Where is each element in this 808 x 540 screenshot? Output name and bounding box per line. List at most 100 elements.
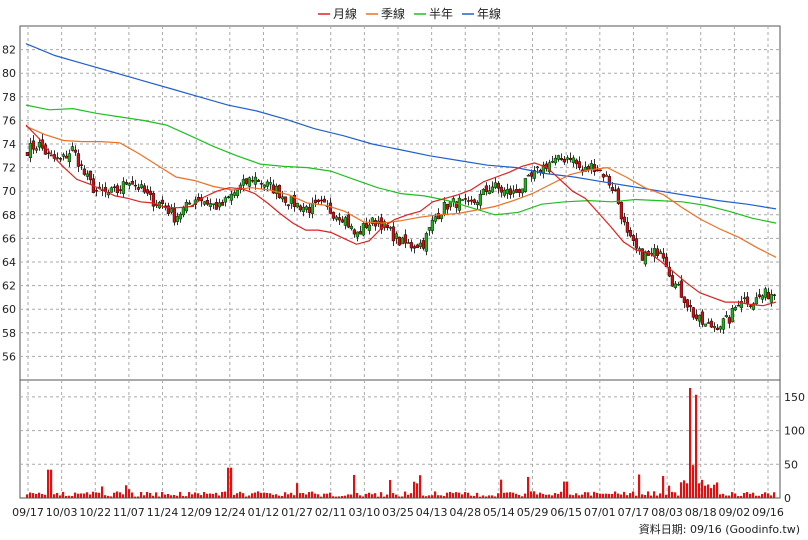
date-tick-label: 07/01	[584, 506, 616, 519]
volume-bar	[92, 491, 95, 498]
candle-body	[691, 307, 695, 318]
volume-bar	[44, 494, 47, 498]
candle-body	[487, 190, 491, 195]
volume-bar	[374, 493, 377, 498]
volume-bar	[686, 483, 689, 498]
candle-body	[526, 174, 530, 177]
volume-bar	[38, 492, 41, 498]
volume-bar	[725, 495, 728, 498]
volume-bar	[662, 476, 665, 498]
candle-body	[160, 199, 164, 205]
candle-body	[754, 297, 758, 305]
date-tick-label: 09/17	[12, 506, 44, 519]
candle-body	[628, 230, 632, 237]
volume-bar	[221, 491, 224, 498]
candle-body	[88, 170, 92, 181]
candle-body	[700, 311, 704, 325]
candle-body	[139, 184, 143, 188]
volume-bar	[329, 492, 332, 498]
candle-body	[496, 183, 500, 189]
date-tick-label: 11/07	[113, 506, 145, 519]
price-tick-label: 60	[2, 303, 16, 316]
candle-body	[664, 256, 668, 268]
candle-body	[244, 178, 248, 184]
candle-body	[490, 186, 494, 193]
volume-bar	[440, 495, 443, 498]
volume-bar	[503, 492, 506, 498]
volume-bar	[593, 491, 596, 498]
volume-bar	[182, 495, 185, 498]
volume-bar	[413, 481, 416, 498]
candle-body	[478, 193, 482, 206]
candle-body	[625, 221, 629, 233]
volume-bar	[245, 496, 248, 498]
candle-body	[415, 244, 419, 249]
candle-body	[304, 206, 308, 210]
candle-body	[217, 202, 221, 208]
volume-bar	[149, 492, 152, 498]
candle-body	[748, 305, 752, 307]
candle-body	[151, 192, 155, 207]
candle-body	[709, 320, 713, 328]
volume-bar	[515, 493, 518, 498]
volume-bar	[383, 496, 386, 498]
volume-bar	[404, 491, 407, 498]
volume-bar	[554, 493, 557, 498]
volume-bar	[101, 486, 104, 498]
price-tick-label: 64	[2, 256, 16, 269]
volume-bar	[602, 493, 605, 498]
candle-body	[676, 283, 680, 286]
candle-body	[142, 185, 146, 193]
candle-body	[679, 280, 683, 298]
volume-bar	[347, 494, 350, 498]
candle-body	[31, 140, 35, 150]
volume-bar	[326, 493, 329, 498]
candle-body	[313, 199, 317, 203]
candle-body	[583, 166, 587, 172]
date-tick-label: 12/09	[180, 506, 212, 519]
volume-bar	[86, 492, 89, 498]
candle-body	[454, 201, 458, 208]
candle-body	[148, 190, 152, 195]
candle-body	[712, 326, 716, 329]
price-tick-label: 82	[2, 44, 16, 57]
volume-bar	[641, 494, 644, 498]
volume-bar	[575, 493, 578, 498]
candle-body	[694, 314, 698, 320]
candle-body	[43, 144, 47, 155]
candle-body	[604, 174, 608, 177]
candle-body	[499, 186, 503, 193]
volume-bar	[164, 494, 167, 498]
volume-bar	[431, 495, 434, 498]
candlesticks	[25, 133, 776, 334]
volume-bar	[176, 495, 179, 498]
volume-bar	[590, 495, 593, 498]
volume-bar	[698, 483, 701, 498]
candle-body	[130, 181, 134, 185]
candle-body	[55, 157, 59, 159]
candle-body	[589, 163, 593, 170]
candle-body	[355, 231, 359, 238]
volume-bar	[74, 492, 77, 498]
candle-body	[424, 233, 428, 252]
candle-body	[769, 294, 773, 303]
candle-body	[133, 184, 137, 187]
volume-bar	[458, 492, 461, 498]
volume-bar	[251, 493, 254, 498]
volume-bar	[47, 469, 50, 498]
volume-bar	[443, 496, 446, 498]
candle-body	[286, 204, 290, 207]
volume-bar	[542, 493, 545, 498]
candle-body	[169, 208, 173, 213]
legend: 月線 季線 半年 年線	[318, 6, 501, 21]
date-tick-label: 01/27	[281, 506, 313, 519]
volume-bar	[749, 493, 752, 498]
candle-body	[715, 327, 719, 331]
candle-body	[124, 182, 128, 185]
candle-body	[202, 201, 206, 205]
volume-bar	[320, 496, 323, 498]
grid	[20, 26, 780, 498]
volume-bar	[230, 467, 233, 498]
volume-bar	[212, 493, 215, 498]
price-tick-label: 78	[2, 91, 16, 104]
